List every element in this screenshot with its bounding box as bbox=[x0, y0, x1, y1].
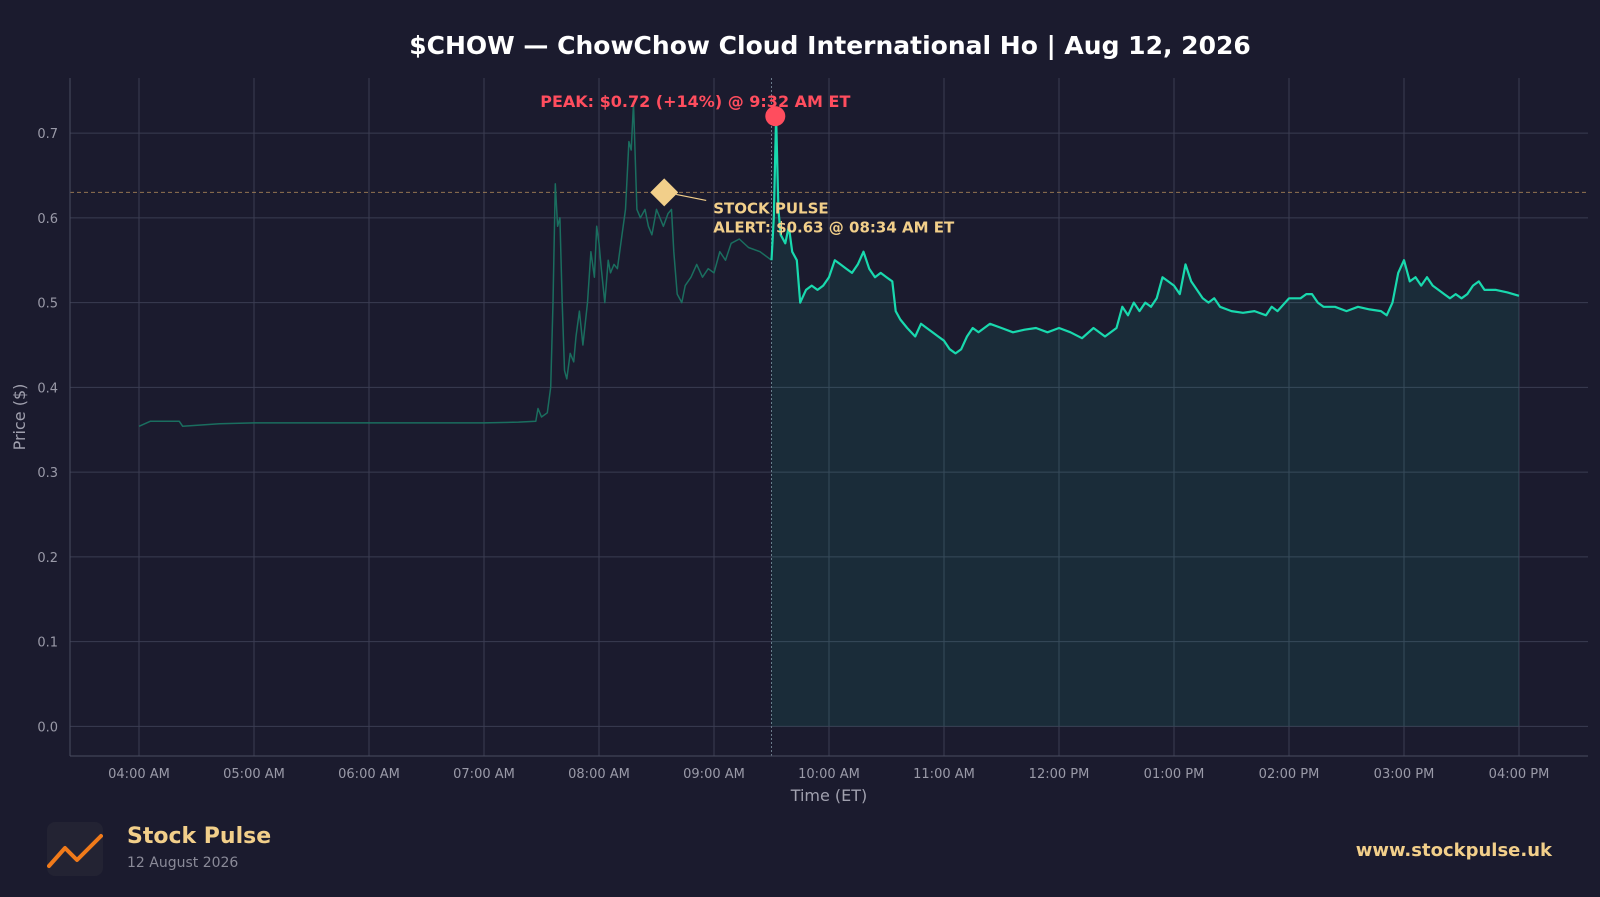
x-tick-label: 07:00 AM bbox=[453, 767, 515, 782]
y-tick-label: 0.7 bbox=[37, 127, 58, 142]
x-tick-label: 10:00 AM bbox=[798, 767, 860, 782]
x-tick-label: 08:00 AM bbox=[568, 767, 630, 782]
axes: 0.0 0.1 0.2 0.3 0.4 0.5 0.6 0.7 04:00 AM 05:00 AM… bbox=[37, 78, 1588, 782]
y-tick-label: 0.3 bbox=[37, 466, 58, 481]
brand-date: 12 August 2026 bbox=[127, 855, 239, 871]
premarket-price-line bbox=[138, 102, 772, 428]
brand-name: Stock Pulse bbox=[127, 824, 272, 849]
x-tick-label: 04:00 PM bbox=[1489, 767, 1550, 782]
regular-session-area bbox=[771, 116, 1519, 727]
alert-label-line1: STOCK PULSE bbox=[713, 199, 828, 217]
chart-title: $CHOW — ChowChow Cloud International Ho … bbox=[409, 31, 1251, 60]
annotations: PEAK: $0.72 (+14%) @ 9:32 AM ET STOCK PUL… bbox=[540, 92, 955, 236]
alert-connector bbox=[676, 193, 707, 202]
y-tick-label: 0.1 bbox=[37, 636, 58, 651]
y-tick-label: 0.5 bbox=[37, 297, 58, 312]
chart-trend-icon bbox=[47, 834, 103, 868]
alert-marker bbox=[650, 178, 679, 207]
regular-price-line bbox=[770, 115, 1520, 355]
site-url[interactable]: www.stockpulse.uk bbox=[1355, 840, 1552, 861]
y-tick-label: 0.2 bbox=[37, 551, 58, 566]
x-tick-label: 03:00 PM bbox=[1374, 767, 1435, 782]
x-axis-label: Time (ET) bbox=[790, 786, 868, 805]
x-tick-label: 05:00 AM bbox=[223, 767, 285, 782]
peak-label: PEAK: $0.72 (+14%) @ 9:32 AM ET bbox=[540, 92, 850, 111]
x-tick-label: 12:00 PM bbox=[1029, 767, 1090, 782]
x-tick-label: 02:00 PM bbox=[1259, 767, 1320, 782]
x-tick-label: 11:00 AM bbox=[913, 767, 975, 782]
x-tick-label: 09:00 AM bbox=[683, 767, 745, 782]
x-tick-label: 04:00 AM bbox=[108, 767, 170, 782]
y-tick-label: 0.6 bbox=[37, 212, 58, 227]
x-tick-label: 01:00 PM bbox=[1144, 767, 1205, 782]
stock-pulse-logo bbox=[47, 822, 103, 876]
y-tick-label: 0.0 bbox=[37, 720, 58, 735]
price-series bbox=[138, 102, 1520, 727]
alert-label-line2: ALERT: $0.63 @ 08:34 AM ET bbox=[713, 218, 955, 236]
x-tick-label: 06:00 AM bbox=[338, 767, 400, 782]
grid-lines bbox=[70, 78, 1588, 756]
peak-marker bbox=[765, 106, 786, 127]
y-tick-label: 0.4 bbox=[37, 381, 58, 396]
y-axis-label: Price ($) bbox=[10, 384, 29, 451]
